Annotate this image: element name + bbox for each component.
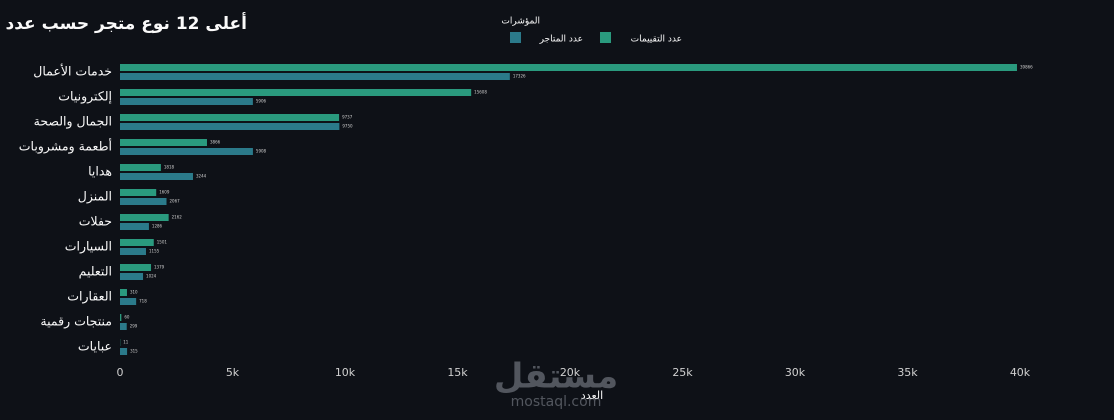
value-label: 60 — [124, 315, 130, 320]
bar — [120, 323, 127, 330]
y-tick-label: المنزل — [78, 189, 112, 205]
value-label: 1379 — [154, 265, 165, 270]
value-label: 1818 — [164, 165, 175, 170]
bar — [120, 73, 510, 80]
x-tick-label: 10k — [335, 366, 356, 379]
y-tick-label: التعليم — [79, 264, 112, 280]
value-label: 1155 — [149, 249, 160, 254]
bar — [120, 98, 253, 105]
y-tick-label: العقارات — [67, 289, 112, 305]
value-label: 2162 — [172, 215, 183, 220]
x-tick-label: 0 — [117, 366, 124, 379]
value-label: 1024 — [146, 274, 157, 279]
bar — [120, 148, 253, 155]
bar — [120, 348, 128, 355]
bar — [120, 123, 340, 130]
bar — [120, 114, 340, 121]
value-label: 2067 — [170, 199, 181, 204]
legend-title: المؤشرات — [501, 17, 540, 27]
legend-label: عدد التقييمات — [631, 35, 682, 45]
y-tick-label: خدمات الأعمال — [33, 64, 112, 79]
value-label: 315 — [130, 349, 138, 354]
bar — [120, 314, 122, 321]
bar — [120, 214, 169, 221]
bar — [120, 298, 137, 305]
y-tick-label: هدايا — [88, 164, 112, 179]
value-label: 39866 — [1020, 65, 1033, 70]
bar — [120, 239, 154, 246]
bar — [120, 164, 161, 171]
bar — [120, 248, 146, 255]
value-label: 1286 — [152, 224, 163, 229]
bar — [120, 198, 167, 205]
bar — [120, 139, 207, 146]
value-label: 9737 — [342, 115, 353, 120]
value-label: 5906 — [256, 99, 267, 104]
x-tick-label: 25k — [672, 366, 693, 379]
value-label: 1609 — [159, 190, 170, 195]
watermark-logo: مستقل — [494, 357, 618, 397]
legend-swatch — [600, 32, 611, 43]
value-label: 5908 — [256, 149, 267, 154]
x-axis-title: العدد — [581, 389, 603, 402]
y-tick-label: إلكترونيات — [58, 89, 112, 105]
x-tick-label: 15k — [447, 366, 468, 379]
bar — [120, 173, 193, 180]
value-label: 310 — [130, 290, 138, 295]
watermark-url: mostaql.com — [511, 394, 602, 410]
value-label: 718 — [139, 299, 147, 304]
value-label: 9750 — [342, 124, 353, 129]
chart-title: أعلى 12 نوع متجر حسب عدد المتاجر — [0, 12, 247, 34]
value-label: 1501 — [157, 240, 168, 245]
value-label: 299 — [130, 324, 138, 329]
y-tick-label: أطعمة ومشروبات — [19, 138, 112, 155]
watermark: مستقل mostaql.com — [494, 357, 618, 411]
y-tick-label: الجمال والصحة — [34, 114, 112, 130]
bar — [120, 264, 152, 271]
y-tick-label: حفلات — [79, 214, 112, 229]
legend-label: عدد المتاجر — [539, 35, 583, 45]
value-label: 3244 — [196, 174, 207, 179]
y-tick-label: منتجات رقمية — [40, 314, 112, 330]
x-tick-label: 40k — [1010, 366, 1031, 379]
value-label: 11 — [123, 340, 129, 345]
bar — [120, 64, 1017, 71]
bar — [120, 189, 157, 196]
bar — [120, 223, 149, 230]
value-label: 3866 — [210, 140, 221, 145]
x-tick-label: 20k — [560, 366, 581, 379]
y-tick-label: عبايات — [78, 339, 112, 354]
value-label: 17326 — [513, 74, 526, 79]
x-tick-label: 35k — [897, 366, 918, 379]
x-tick-label: 30k — [785, 366, 806, 379]
bar — [120, 89, 472, 96]
legend-swatch — [510, 32, 521, 43]
bar — [120, 273, 144, 280]
value-label: 15608 — [474, 90, 487, 95]
y-tick-label: السيارات — [65, 239, 112, 255]
x-tick-label: 5k — [226, 366, 240, 379]
bar — [120, 289, 127, 296]
